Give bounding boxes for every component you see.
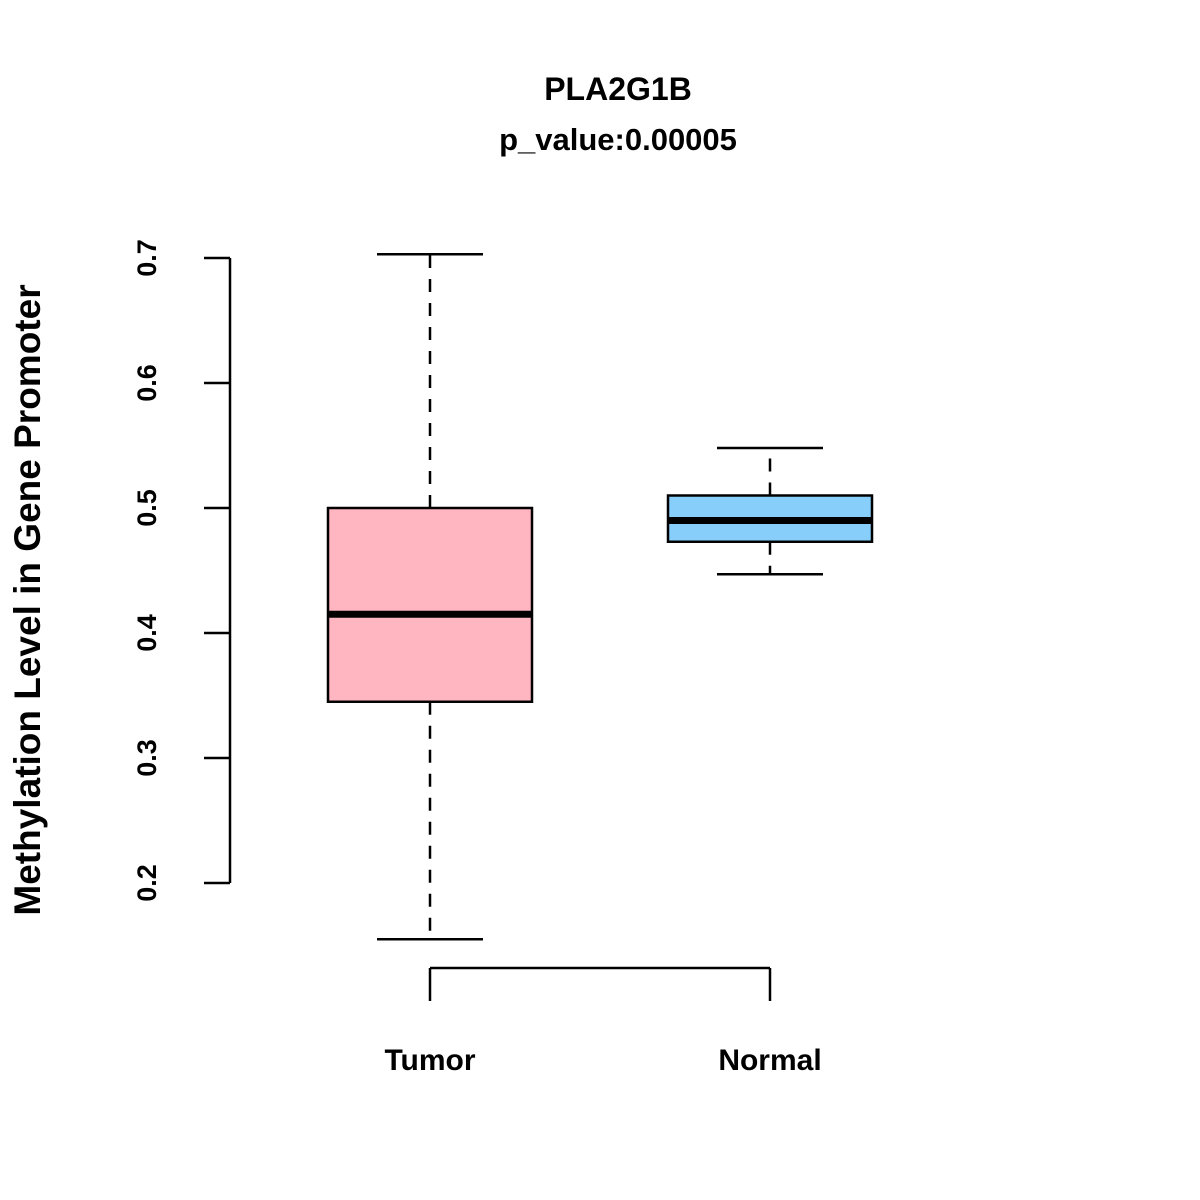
y-tick-label: 0.2 xyxy=(132,864,162,902)
y-tick-label: 0.6 xyxy=(132,364,162,402)
y-tick-label: 0.7 xyxy=(132,239,162,277)
y-tick-label: 0.5 xyxy=(132,489,162,527)
y-tick-label: 0.4 xyxy=(132,614,162,652)
tumor-box xyxy=(326,506,534,703)
category-label-normal: Normal xyxy=(718,1044,821,1077)
plot-area: 0.2 0.3 0.4 0.5 0.6 0.7 xyxy=(132,239,874,1001)
y-axis-label: Methylation Level in Gene Promoter xyxy=(7,284,48,915)
category-label-tumor: Tumor xyxy=(384,1044,475,1077)
chart-subtitle: p_value:0.00005 xyxy=(499,122,737,157)
y-tick-label: 0.3 xyxy=(132,739,162,777)
chart-title: PLA2G1B xyxy=(544,71,692,107)
